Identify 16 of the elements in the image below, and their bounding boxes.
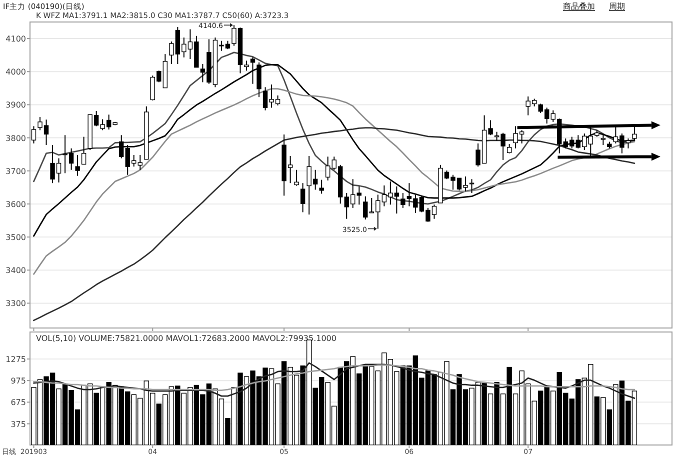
y-tick-label: 4000 <box>6 68 26 77</box>
subtitle: VOL(5,10) VOLUME:75821.0000 MAVOL1:72683.2000 MAVOL2:79935.1000 <box>36 334 336 343</box>
annotation: 周期 <box>609 2 625 11</box>
annotation: 商品叠加 <box>563 2 595 11</box>
y-tick-label: 3500 <box>6 233 26 242</box>
y-tick-label: 3400 <box>6 266 26 276</box>
y-tick-label: 4100 <box>6 34 26 44</box>
y-tick-label: 375 <box>10 420 26 429</box>
y-tick-label: 1275 <box>6 355 26 364</box>
y-tick-label: 3800 <box>6 134 26 143</box>
y-tick-label: 3600 <box>6 200 26 209</box>
y-tick-label: 3900 <box>6 100 26 110</box>
y-tick-label: 3700 <box>6 166 26 176</box>
y-tick-label: 675 <box>10 398 26 408</box>
y-tick-label: 975 <box>10 376 26 386</box>
y-tick-label: 3300 <box>6 299 26 308</box>
